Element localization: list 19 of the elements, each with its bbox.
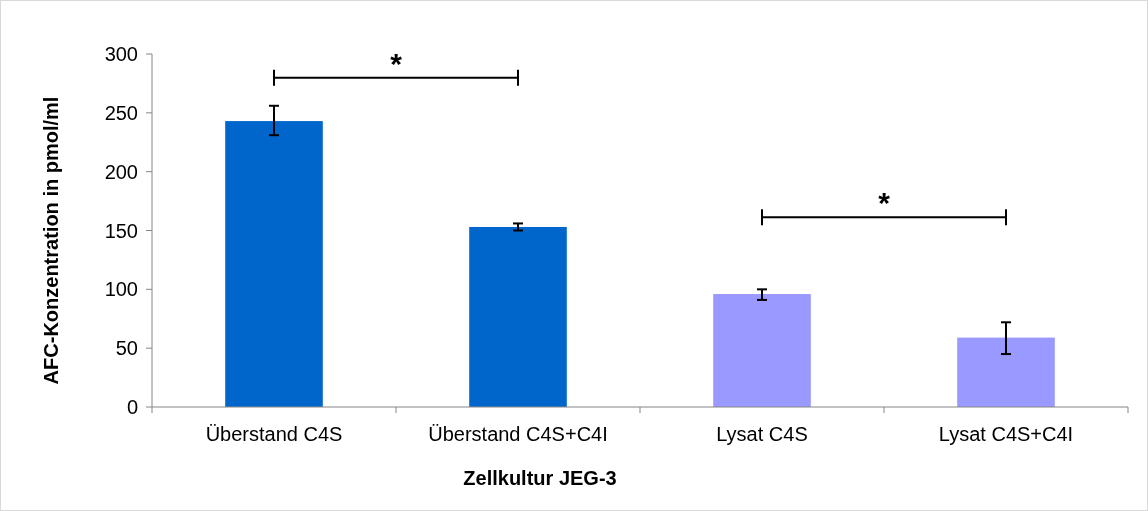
bar [713, 294, 811, 407]
x-tick-label: Lysat C4S+C4I [938, 423, 1074, 445]
y-tick-label: 150 [104, 219, 138, 242]
x-tick-label: Lysat C4S [716, 423, 808, 445]
bar [469, 226, 567, 407]
x-tick-label: Überstand C4S+C4I [428, 423, 608, 445]
bar [957, 337, 1055, 407]
annotation: * [878, 186, 891, 220]
annotation: * [390, 46, 403, 80]
y-axis-title: AFC-Konzentration in pmol/ml [40, 96, 62, 385]
y-tick-label: 250 [104, 101, 138, 124]
y-tick-label: 200 [104, 160, 138, 183]
x-tick-label: Überstand C4S [205, 423, 343, 445]
y-tick-label: 50 [115, 337, 138, 360]
bar [225, 121, 323, 407]
x-axis-title: Zellkultur JEG-3 [463, 467, 617, 489]
y-tick-label: 300 [104, 43, 138, 65]
y-tick-label: 100 [104, 278, 138, 301]
y-tick-label: 0 [126, 396, 138, 418]
